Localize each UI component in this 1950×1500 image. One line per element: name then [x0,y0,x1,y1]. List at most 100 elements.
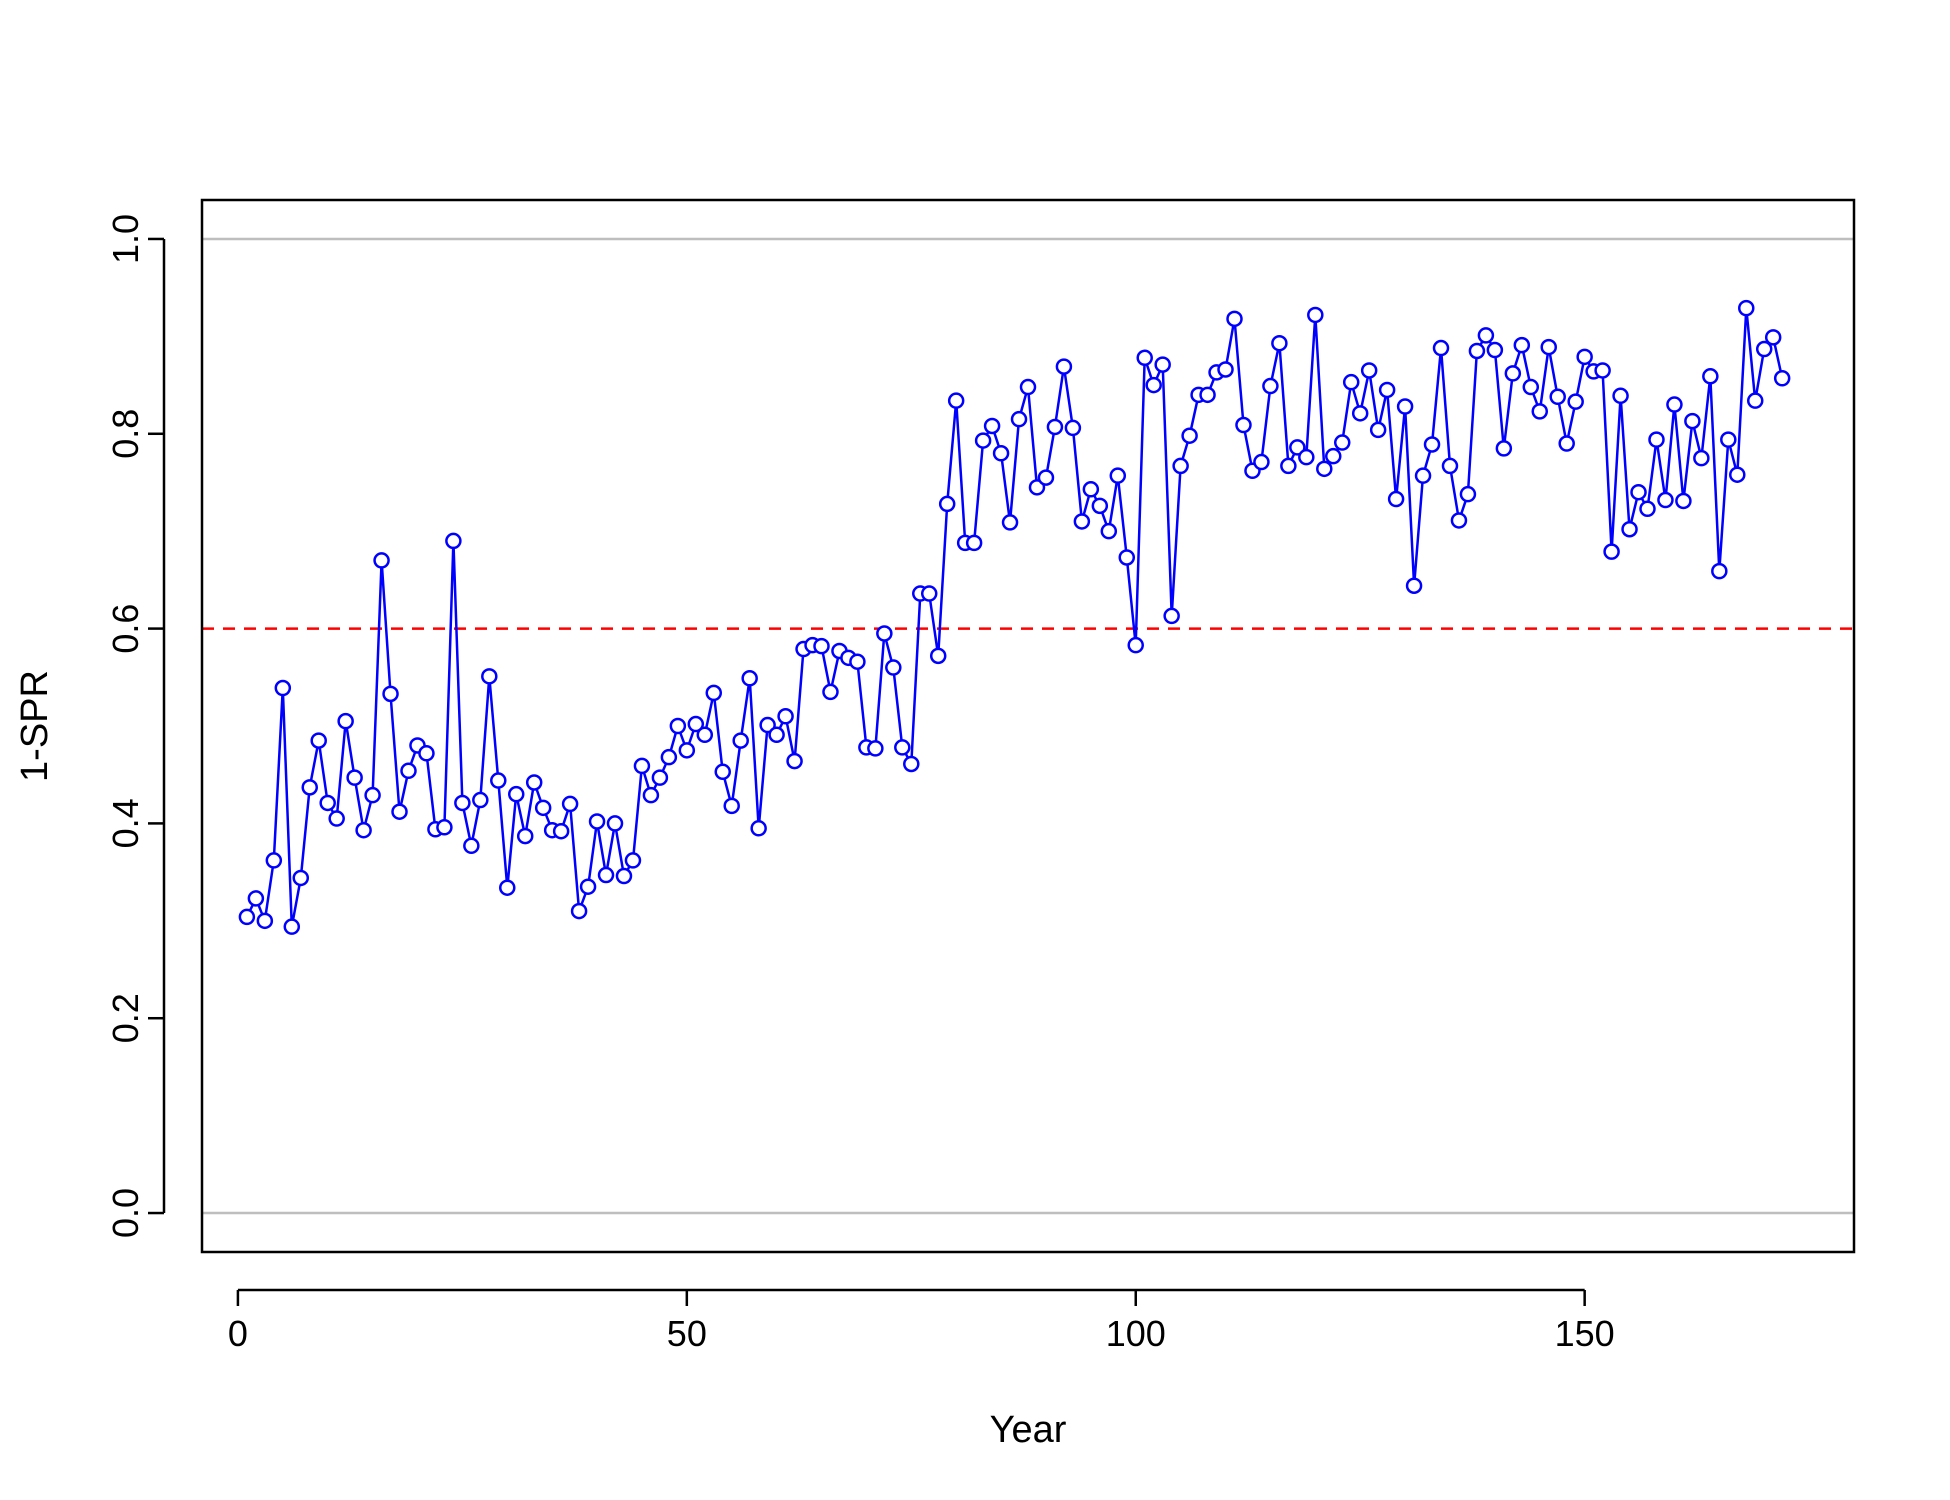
data-point [463,837,480,855]
data-point [570,902,588,920]
data-point [579,878,597,895]
data-point [1073,513,1091,530]
data-point [1145,376,1162,394]
y-tick-label: 0.6 [105,604,146,654]
data-point [759,716,776,734]
data-point [876,625,893,642]
data-point [1423,436,1441,453]
data-point [1369,421,1387,439]
data-point [292,869,310,887]
data-point [624,852,642,869]
data-point [1441,457,1459,475]
data-point [723,797,740,815]
data-point [472,791,489,809]
data-point [1567,393,1584,410]
data-point [274,679,292,697]
data-point [1253,453,1270,471]
data-point [310,732,327,749]
data-point [894,739,911,756]
data-point [696,726,714,744]
data-point [678,742,696,759]
data-point [1594,362,1611,379]
data-point [929,647,947,665]
data-point [1333,434,1351,451]
data-point [337,712,354,730]
data-point [561,795,579,813]
plot-frame [200,198,1856,1254]
data-point [1271,334,1288,352]
data-point [947,392,965,409]
data-point [355,821,372,839]
data-point [786,752,803,770]
data-point [436,819,453,836]
data-point [1091,497,1109,515]
x-tick-label: 0 [228,1313,248,1354]
data-point [1342,373,1360,391]
data-point [1576,348,1593,366]
data-point [552,822,570,840]
x-tick-label: 150 [1555,1313,1615,1354]
data-point [813,637,830,655]
data-point [534,799,552,817]
data-point [1172,457,1189,475]
data-point [741,670,758,687]
y-tick-label: 0.4 [105,798,146,848]
data-point [490,772,507,789]
data-point [1702,368,1719,385]
data-point [1001,514,1019,531]
data-point [1755,340,1773,358]
data-point [1495,440,1513,457]
data-point [588,813,606,830]
data-point [1513,336,1531,354]
data-point [732,732,749,749]
data-point [606,815,624,832]
data-point [1181,427,1198,444]
x-axis-title: Year [990,1409,1067,1451]
data-point [633,757,651,775]
data-point [1711,562,1728,580]
data-point [1055,358,1073,375]
data-point [669,717,687,735]
data-point [1486,341,1504,359]
data-point [1621,520,1638,538]
data-point [1010,410,1028,428]
data-point [328,810,345,827]
reference-lines [202,237,1854,1215]
data-point [920,585,938,602]
data-point [1639,500,1656,518]
data-point [1450,512,1468,529]
data-point [256,912,274,930]
data-point [319,794,336,812]
data-point [1746,392,1764,409]
data-point [1603,543,1620,560]
data-point [1109,467,1127,484]
data-point [651,769,669,786]
data-point [507,785,525,803]
data-point [1028,479,1046,496]
series-group [238,299,1791,935]
x-axis: 0 50 100 150 [228,1288,1615,1354]
data-point [391,803,408,820]
data-point [1522,378,1540,396]
data-point [1226,310,1243,328]
data-point [1693,449,1710,467]
data-point [1360,362,1378,379]
data-point [1298,448,1315,466]
data-point [238,908,256,926]
data-point [1773,370,1791,387]
data-point [1729,466,1746,483]
data-point [1468,342,1486,360]
data-point [1100,522,1118,540]
x-tick-label: 100 [1106,1313,1166,1354]
data-point [265,852,283,869]
data-point [1459,485,1477,503]
data-point [1316,460,1333,478]
data-point [1675,492,1692,510]
data-point [1325,447,1342,465]
data-point [1630,483,1647,501]
data-point [1217,361,1234,378]
data-point [1648,431,1665,448]
data-point [750,820,767,837]
data-point [938,495,956,513]
